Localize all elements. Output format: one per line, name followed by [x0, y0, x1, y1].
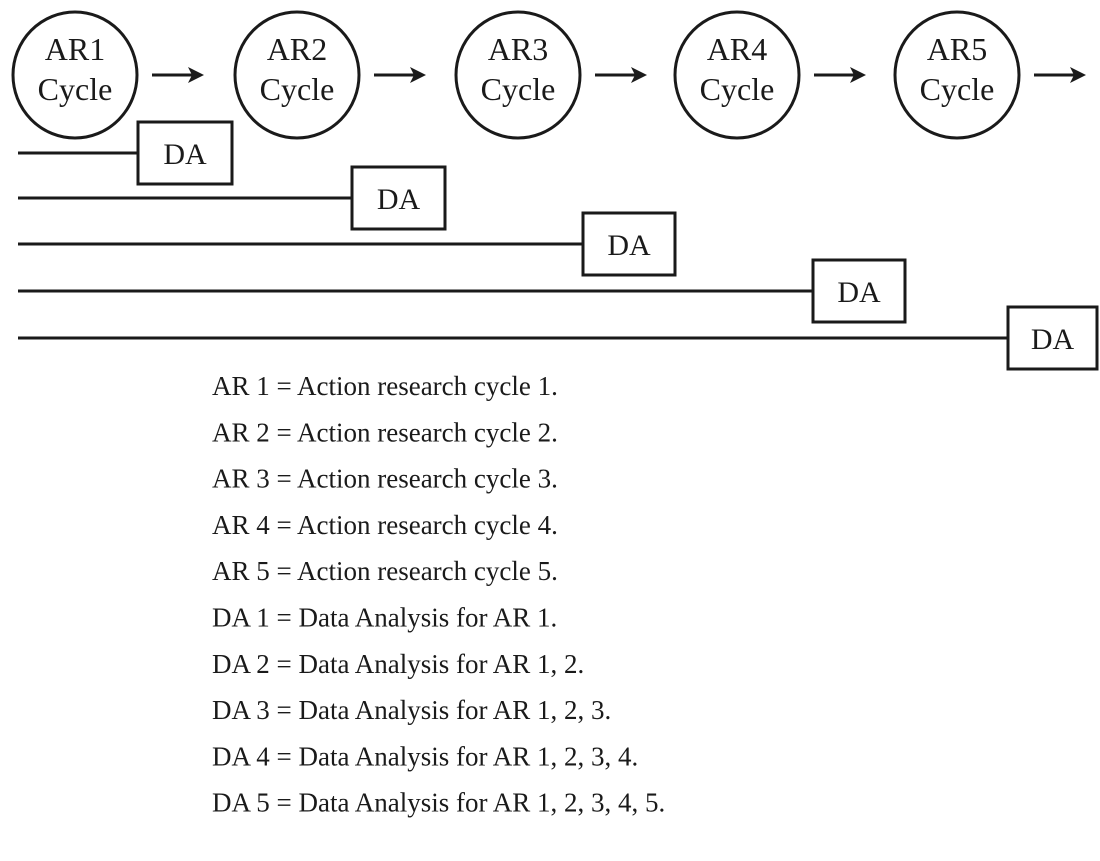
da-box: [811, 258, 907, 324]
cycle-label: AR2: [267, 31, 327, 67]
arrow-head: [850, 67, 866, 83]
cycle-label: Cycle: [700, 71, 775, 107]
cycle-label: AR3: [488, 31, 548, 67]
da-box: [1006, 305, 1099, 371]
arrow-head: [410, 67, 426, 83]
cycle-circle: [233, 10, 361, 140]
legend-line: AR 5 = Action research cycle 5.: [212, 556, 558, 586]
da-label: DA: [377, 183, 421, 216]
da-box: [136, 120, 234, 186]
cycle-label: AR1: [45, 31, 105, 67]
arrow-head: [188, 67, 204, 83]
cycle-circle: [893, 10, 1021, 140]
legend-line: AR 2 = Action research cycle 2.: [212, 417, 558, 447]
legend-line: DA 1 = Data Analysis for AR 1.: [212, 603, 557, 633]
legend-line: AR 1 = Action research cycle 1.: [212, 371, 558, 401]
da-label: DA: [837, 276, 881, 309]
cycle-label: AR4: [707, 31, 767, 67]
da-label: DA: [1031, 323, 1075, 356]
cycle-circle: [454, 10, 582, 140]
cycle-circle: [673, 10, 801, 140]
cycle-label: Cycle: [260, 71, 335, 107]
cycle-circle: [11, 10, 139, 140]
cycle-label: AR5: [927, 31, 987, 67]
cycle-label: Cycle: [38, 71, 113, 107]
cycle-label: Cycle: [481, 71, 556, 107]
arrow-head: [1070, 67, 1086, 83]
arrow-head: [631, 67, 647, 83]
da-box: [350, 165, 447, 231]
da-label: DA: [607, 229, 651, 262]
da-box: [581, 211, 677, 277]
legend-line: DA 4 = Data Analysis for AR 1, 2, 3, 4.: [212, 741, 638, 771]
legend-line: DA 3 = Data Analysis for AR 1, 2, 3.: [212, 695, 611, 725]
cycle-label: Cycle: [920, 71, 995, 107]
da-label: DA: [163, 138, 207, 171]
legend-line: AR 3 = Action research cycle 3.: [212, 464, 558, 494]
legend-line: DA 5 = Data Analysis for AR 1, 2, 3, 4, …: [212, 788, 665, 818]
legend-line: AR 4 = Action research cycle 4.: [212, 510, 558, 540]
legend-line: DA 2 = Data Analysis for AR 1, 2.: [212, 649, 584, 679]
